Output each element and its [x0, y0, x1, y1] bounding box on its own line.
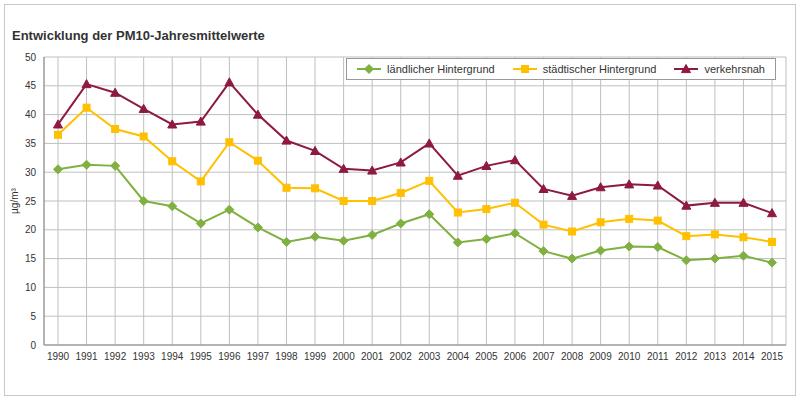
- svg-text:2003: 2003: [418, 351, 441, 362]
- svg-text:35: 35: [25, 138, 37, 149]
- html-text:städtischer Hintergrund: städtischer Hintergrund: [542, 63, 657, 75]
- html-text:ländlicher Hintergrund: ländlicher Hintergrund: [387, 63, 495, 75]
- svg-text:1990: 1990: [47, 351, 70, 362]
- svg-text:40: 40: [25, 109, 37, 120]
- svg-text:2002: 2002: [390, 351, 413, 362]
- html-text:verkehrsnah: verkehrsnah: [704, 63, 765, 75]
- svg-text:20: 20: [25, 224, 37, 235]
- svg-text:25: 25: [25, 196, 37, 207]
- svg-text:2007: 2007: [532, 351, 555, 362]
- svg-text:2004: 2004: [447, 351, 470, 362]
- svg-text:1995: 1995: [190, 351, 213, 362]
- svg-text:2012: 2012: [675, 351, 698, 362]
- svg-text:µg/m³: µg/m³: [9, 187, 20, 213]
- svg-text:1991: 1991: [75, 351, 98, 362]
- svg-text:2005: 2005: [475, 351, 498, 362]
- svg-text:1999: 1999: [304, 351, 327, 362]
- svg-text:45: 45: [25, 80, 37, 91]
- svg-text:2013: 2013: [704, 351, 727, 362]
- svg-text:10: 10: [25, 282, 37, 293]
- svg-text:15: 15: [25, 253, 37, 264]
- svg-text:2008: 2008: [561, 351, 584, 362]
- html-text:Entwicklung der PM10-Jahresmit: Entwicklung der PM10-Jahresmittelwerte: [12, 28, 265, 43]
- svg-text:50: 50: [25, 52, 37, 63]
- svg-text:2006: 2006: [504, 351, 527, 362]
- svg-text:1993: 1993: [133, 351, 156, 362]
- svg-text:2000: 2000: [332, 351, 355, 362]
- svg-text:1997: 1997: [247, 351, 270, 362]
- svg-text:5: 5: [30, 311, 36, 322]
- svg-text:0: 0: [30, 340, 36, 351]
- svg-text:1994: 1994: [161, 351, 184, 362]
- svg-text:2009: 2009: [590, 351, 613, 362]
- svg-text:30: 30: [25, 167, 37, 178]
- svg-text:2001: 2001: [361, 351, 384, 362]
- svg-text:1998: 1998: [275, 351, 298, 362]
- svg-text:1996: 1996: [218, 351, 241, 362]
- svg-text:2011: 2011: [647, 351, 669, 362]
- svg-text:2015: 2015: [761, 351, 784, 362]
- svg-text:2014: 2014: [732, 351, 755, 362]
- svg-text:1992: 1992: [104, 351, 127, 362]
- svg-text:2010: 2010: [618, 351, 641, 362]
